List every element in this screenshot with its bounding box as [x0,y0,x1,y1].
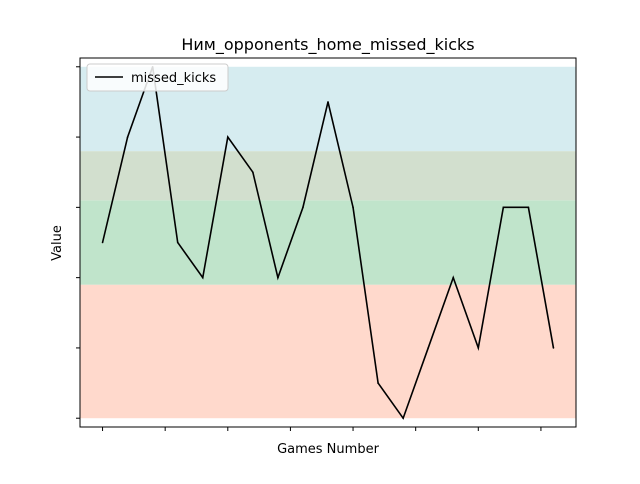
data-point [477,347,480,349]
legend-box [86,63,229,92]
legend-label-missed-kicks: missed_kicks [131,71,216,86]
data-point [402,417,404,420]
data-point [176,241,179,244]
data-point [201,276,204,279]
plot-frame [79,57,577,428]
data-point [101,241,104,244]
y-axis-label: Value [50,225,65,261]
data-point [302,206,304,209]
legend: missed_kicks [86,63,229,92]
background-band-3 [80,151,576,201]
data-point [352,206,354,209]
data-point [502,206,505,209]
background-band-2 [80,200,576,285]
data-point [252,171,254,174]
data-point [527,206,530,209]
data-point [427,347,430,349]
data-point [226,136,229,138]
data-point [377,382,379,384]
x-axis-label: Games Number [277,442,379,457]
data-point [277,276,279,279]
background-band-1 [80,284,576,419]
data-point [126,136,129,138]
data-point [452,276,455,279]
chart-title: Ним_opponents_home_missed_kicks [181,35,474,55]
data-point [327,101,329,103]
data-point [552,347,555,349]
